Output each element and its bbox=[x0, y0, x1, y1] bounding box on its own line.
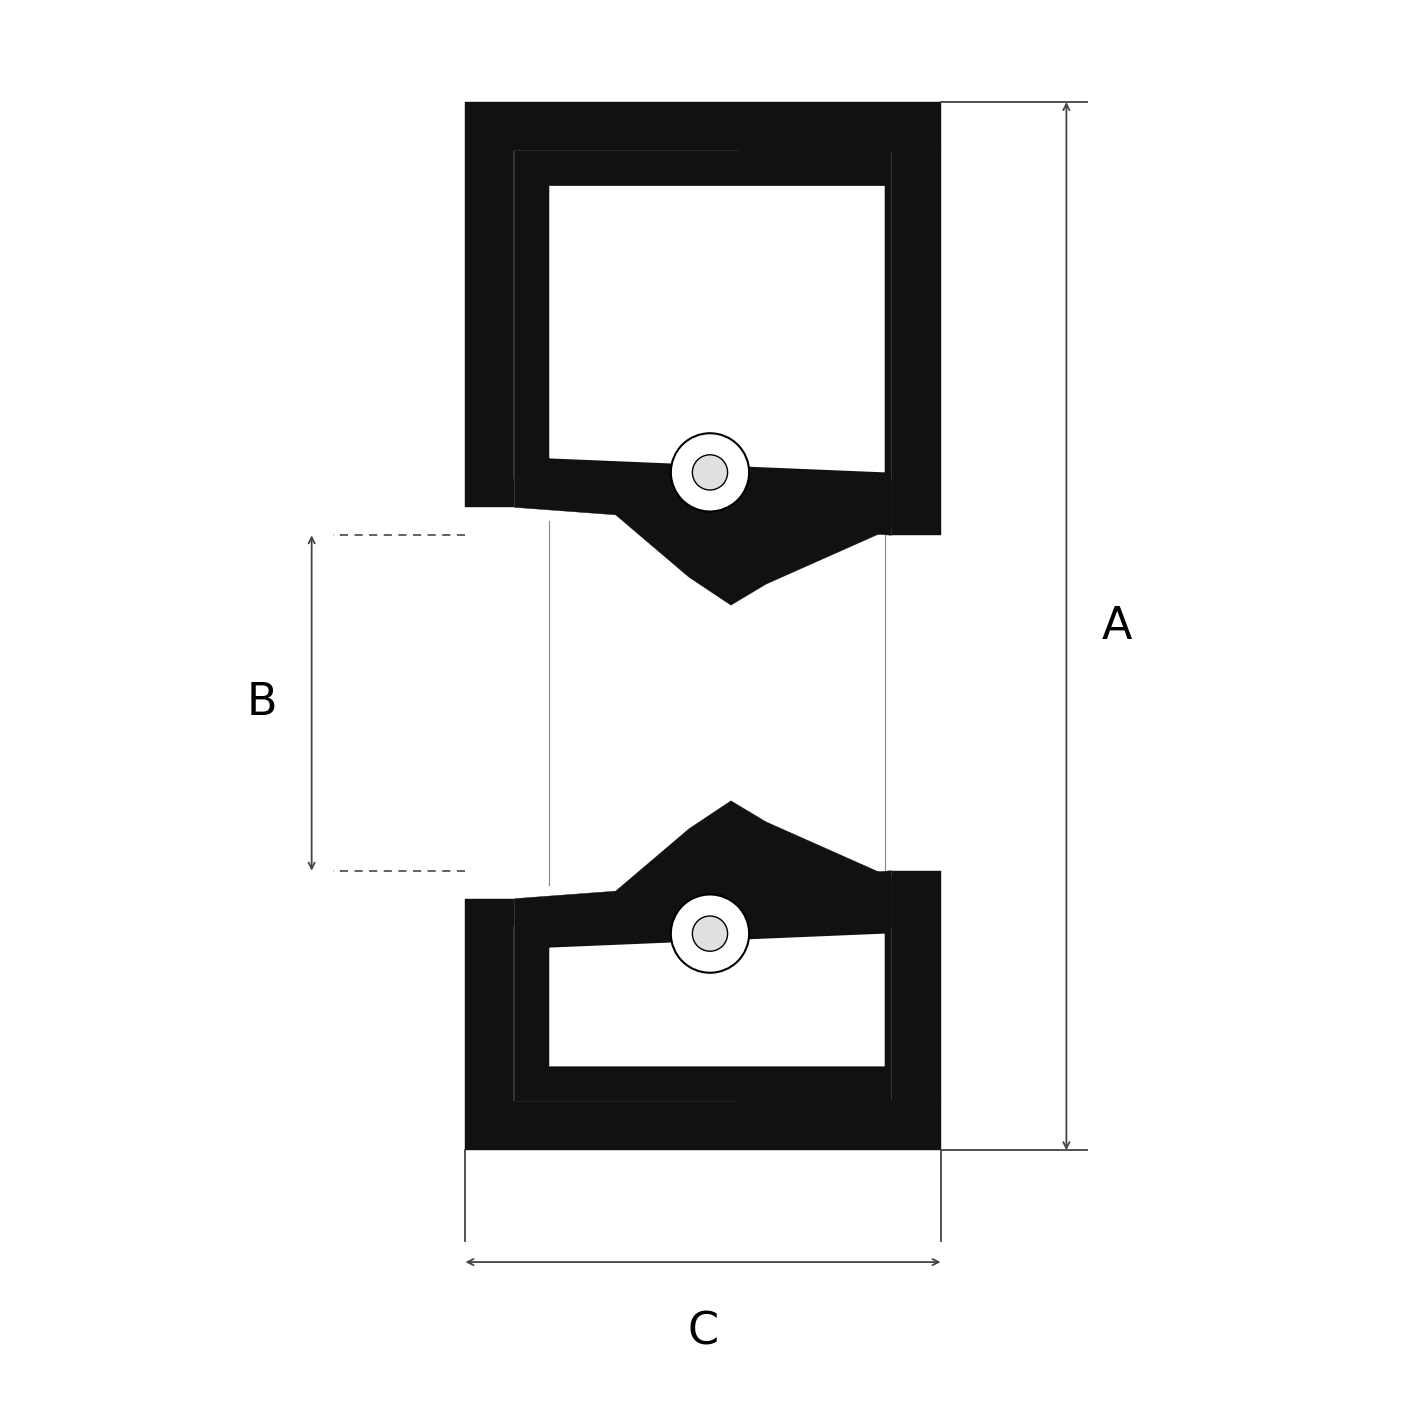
Circle shape bbox=[671, 433, 749, 512]
Polygon shape bbox=[515, 150, 891, 536]
Polygon shape bbox=[550, 934, 884, 1066]
Polygon shape bbox=[891, 870, 941, 1101]
Polygon shape bbox=[550, 186, 884, 472]
Text: C: C bbox=[688, 1310, 718, 1354]
Text: B: B bbox=[246, 682, 277, 724]
Circle shape bbox=[692, 454, 727, 491]
Polygon shape bbox=[550, 458, 891, 605]
Polygon shape bbox=[465, 150, 515, 508]
Text: A: A bbox=[1101, 605, 1132, 648]
Polygon shape bbox=[515, 870, 891, 1101]
Polygon shape bbox=[465, 103, 941, 150]
Circle shape bbox=[692, 915, 727, 952]
Polygon shape bbox=[465, 898, 515, 1101]
Polygon shape bbox=[515, 927, 738, 1101]
Polygon shape bbox=[515, 150, 738, 479]
Polygon shape bbox=[891, 150, 941, 536]
Circle shape bbox=[671, 894, 749, 973]
Polygon shape bbox=[465, 1101, 941, 1150]
Polygon shape bbox=[550, 801, 891, 948]
